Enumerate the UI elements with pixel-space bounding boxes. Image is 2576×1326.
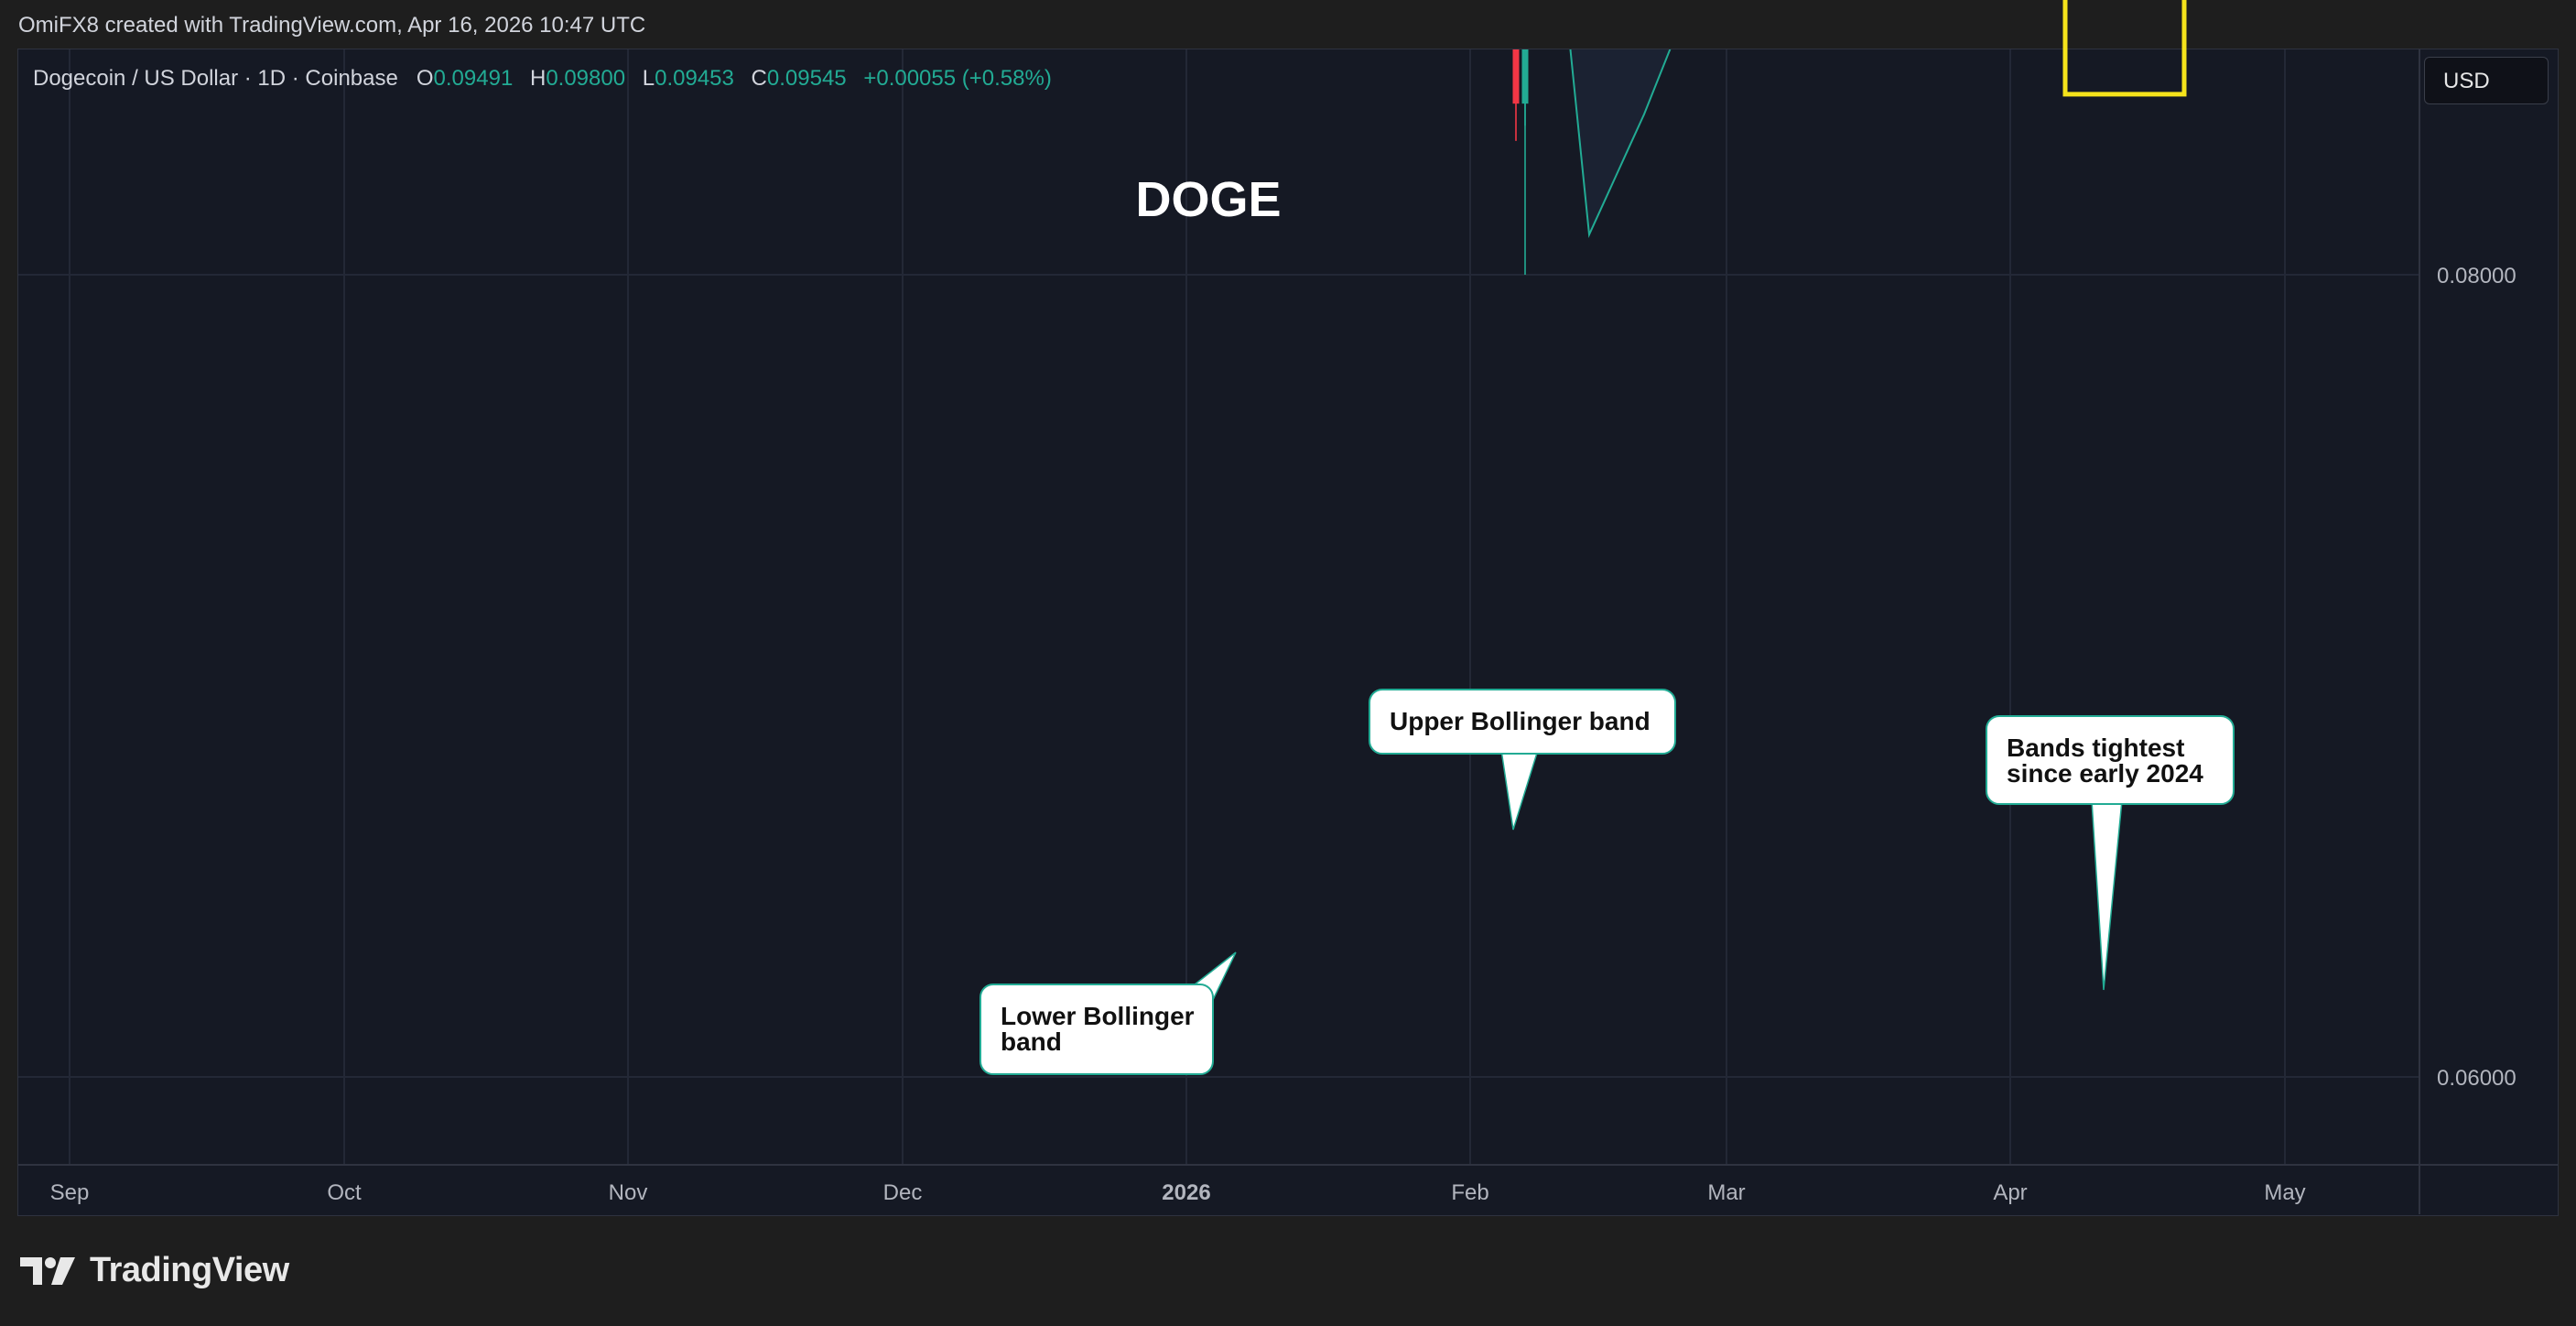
- time-tick-label: Feb: [1451, 1180, 1488, 1205]
- bollinger-band-fill: [1570, 49, 1671, 235]
- tradingview-logo-icon: [20, 1256, 75, 1285]
- time-tick-label: Oct: [327, 1180, 362, 1205]
- callout-box: [1986, 715, 2235, 805]
- tradingview-brand: TradingView: [90, 1251, 289, 1289]
- candle-body: [1512, 49, 1520, 104]
- callout-text: Bands tightest: [2007, 734, 2184, 762]
- time-tick-label: Sep: [50, 1180, 90, 1205]
- callout-text: Lower Bollinger: [1001, 1002, 1195, 1030]
- callout-pointer: [1500, 749, 1540, 831]
- callout-box: [980, 984, 1214, 1075]
- spike-wicks: [1524, 49, 1526, 275]
- tight-bands-highlight-box: [2062, 0, 2187, 97]
- candle: [1512, 49, 1520, 141]
- time-axis: Sep Oct Nov Dec 2026 Feb Mar Apr May: [50, 1180, 2306, 1205]
- high-value: 0.09800: [546, 66, 626, 91]
- open-value: 0.09491: [433, 66, 514, 91]
- time-tick-label: Nov: [609, 1180, 648, 1205]
- low-label: L: [642, 66, 655, 91]
- callout-text: Upper Bollinger band: [1390, 707, 1651, 735]
- price-tick-label: 0.06000: [2437, 1066, 2516, 1091]
- time-tick-label: May: [2264, 1180, 2305, 1205]
- callout-pointer: [2091, 799, 2123, 991]
- plot-area: [1512, 49, 1672, 275]
- time-tick-label: Apr: [1993, 1180, 2027, 1205]
- open-label: O: [416, 66, 434, 91]
- callout-box: [1369, 689, 1676, 755]
- callout-text: band: [1001, 1027, 1062, 1056]
- lower-bollinger-band-line: [1569, 49, 1672, 238]
- upper-band-callout: Upper Bollinger band: [1369, 689, 1676, 831]
- time-tick-label: 2026: [1162, 1180, 1210, 1205]
- change-value: +0.00055 (+0.58%): [863, 66, 1052, 91]
- grid-lines: [18, 49, 2419, 1165]
- time-tick-label: Mar: [1707, 1180, 1745, 1205]
- price-tick-label: 0.08000: [2437, 264, 2516, 288]
- chart-attribution: OmiFX8 created with TradingView.com, Apr…: [18, 13, 646, 38]
- chart-pane[interactable]: [17, 49, 2559, 1216]
- tradingview-logo[interactable]: TradingView: [20, 1251, 289, 1290]
- high-label: H: [529, 66, 547, 91]
- close-value: 0.09545: [766, 66, 847, 91]
- price-axis: 0.060000.080000.100000.120000.140000.160…: [2437, 264, 2516, 1091]
- chart-title: DOGE: [1135, 172, 1281, 227]
- symbol-name: Dogecoin / US Dollar · 1D · Coinbase: [33, 66, 398, 91]
- time-tick-label: Dec: [883, 1180, 923, 1205]
- currency-button[interactable]: USD: [2424, 57, 2549, 104]
- close-label: C: [751, 66, 767, 91]
- symbol-legend: Dogecoin / US Dollar · 1D · Coinbase O0.…: [33, 66, 1052, 92]
- callout-text: since early 2024: [2007, 759, 2203, 788]
- low-value: 0.09453: [655, 66, 734, 91]
